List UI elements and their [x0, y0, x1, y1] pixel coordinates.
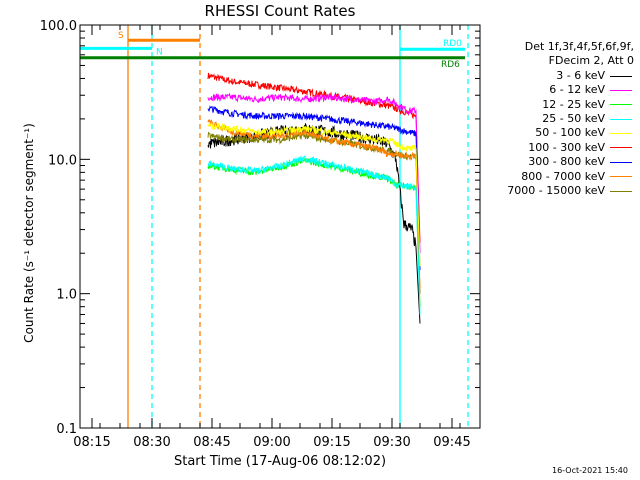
legend-swatch [610, 133, 632, 135]
legend-entry: 6 - 12 keV [470, 83, 634, 97]
legend-swatch [610, 147, 632, 149]
legend-swatch [610, 190, 632, 192]
legend-entry: 800 - 7000 keV [470, 170, 634, 184]
x-axis-label: Start Time (17-Aug-06 08:12:02) [173, 454, 387, 469]
y-axis-label: Count Rate (s⁻¹ detector segment⁻¹) [22, 123, 36, 343]
chart-title: RHESSI Count Rates [204, 2, 356, 20]
y-tick-label: 10.0 [48, 153, 77, 168]
legend-header-line2: FDecim 2, Att 0 [548, 54, 634, 68]
series-line-800-7000-kev [207, 119, 421, 289]
series-line-25-50-kev [207, 155, 421, 315]
x-tick-label: 09:15 [313, 435, 350, 450]
x-tick-label: 08:15 [73, 435, 110, 450]
legend-entries: 3 - 6 keV 6 - 12 keV 12 - 25 keV 25 - 50 ke… [470, 69, 634, 199]
x-tick-label: 09:00 [253, 435, 290, 450]
state-label-n: N [156, 47, 163, 57]
legend-entry-label: 25 - 50 keV [542, 111, 605, 125]
legend-entry-label: 6 - 12 keV [549, 83, 605, 97]
legend-entry: 50 - 100 keV [470, 126, 634, 140]
legend-entry: 100 - 300 keV [470, 141, 634, 155]
legend-swatch [610, 118, 632, 120]
series-line-7000-15000-kev [207, 131, 421, 294]
legend-entry-label: 300 - 800 keV [528, 155, 605, 169]
generated-timestamp: 16-Oct-2021 15:40 [552, 466, 628, 475]
series-line-300-800-kev [207, 105, 421, 271]
y-tick-label: 0.1 [56, 422, 77, 437]
legend-entry-label: 800 - 7000 keV [521, 169, 605, 183]
x-tick-label: 08:30 [133, 435, 170, 450]
y-tick-label: 100.0 [40, 19, 77, 34]
x-tick-label: 09:30 [373, 435, 410, 450]
legend-swatch [610, 75, 632, 77]
legend-header-line1: Det 1f,3f,4f,5f,6f,9f, [524, 40, 634, 53]
series-line-3-6-kev [207, 123, 421, 324]
legend: Det 1f,3f,4f,5f,6f,9f, FDecim 2, Att 0 3… [470, 40, 634, 198]
legend-entry-label: 12 - 25 keV [542, 97, 605, 111]
x-tick-label: 09:45 [433, 435, 470, 450]
legend-entry: 3 - 6 keV [470, 69, 634, 83]
legend-swatch [610, 161, 632, 163]
x-tick-label: 08:45 [193, 435, 230, 450]
legend-entry: 25 - 50 keV [470, 112, 634, 126]
series-line-50-100-kev [207, 122, 421, 267]
legend-entry: 300 - 800 keV [470, 155, 634, 169]
state-label-rd0: RD0 [443, 39, 462, 49]
legend-entry-label: 7000 - 15000 keV [507, 183, 605, 197]
legend-entry-label: 3 - 6 keV [556, 68, 605, 82]
legend-entry-label: 100 - 300 keV [528, 140, 605, 154]
state-label-s: S [118, 31, 124, 41]
legend-entry: 7000 - 15000 keV [470, 184, 634, 198]
legend-swatch [610, 89, 632, 91]
legend-swatch [610, 104, 632, 106]
legend-entry-label: 50 - 100 keV [535, 126, 605, 140]
series-line-6-12-kev [207, 92, 421, 254]
y-tick-label: 1.0 [56, 288, 77, 303]
series-line-100-300-kev [207, 72, 421, 243]
state-label-rd6: RD6 [441, 60, 460, 70]
legend-swatch [610, 176, 632, 178]
legend-entry: 12 - 25 keV [470, 98, 634, 112]
